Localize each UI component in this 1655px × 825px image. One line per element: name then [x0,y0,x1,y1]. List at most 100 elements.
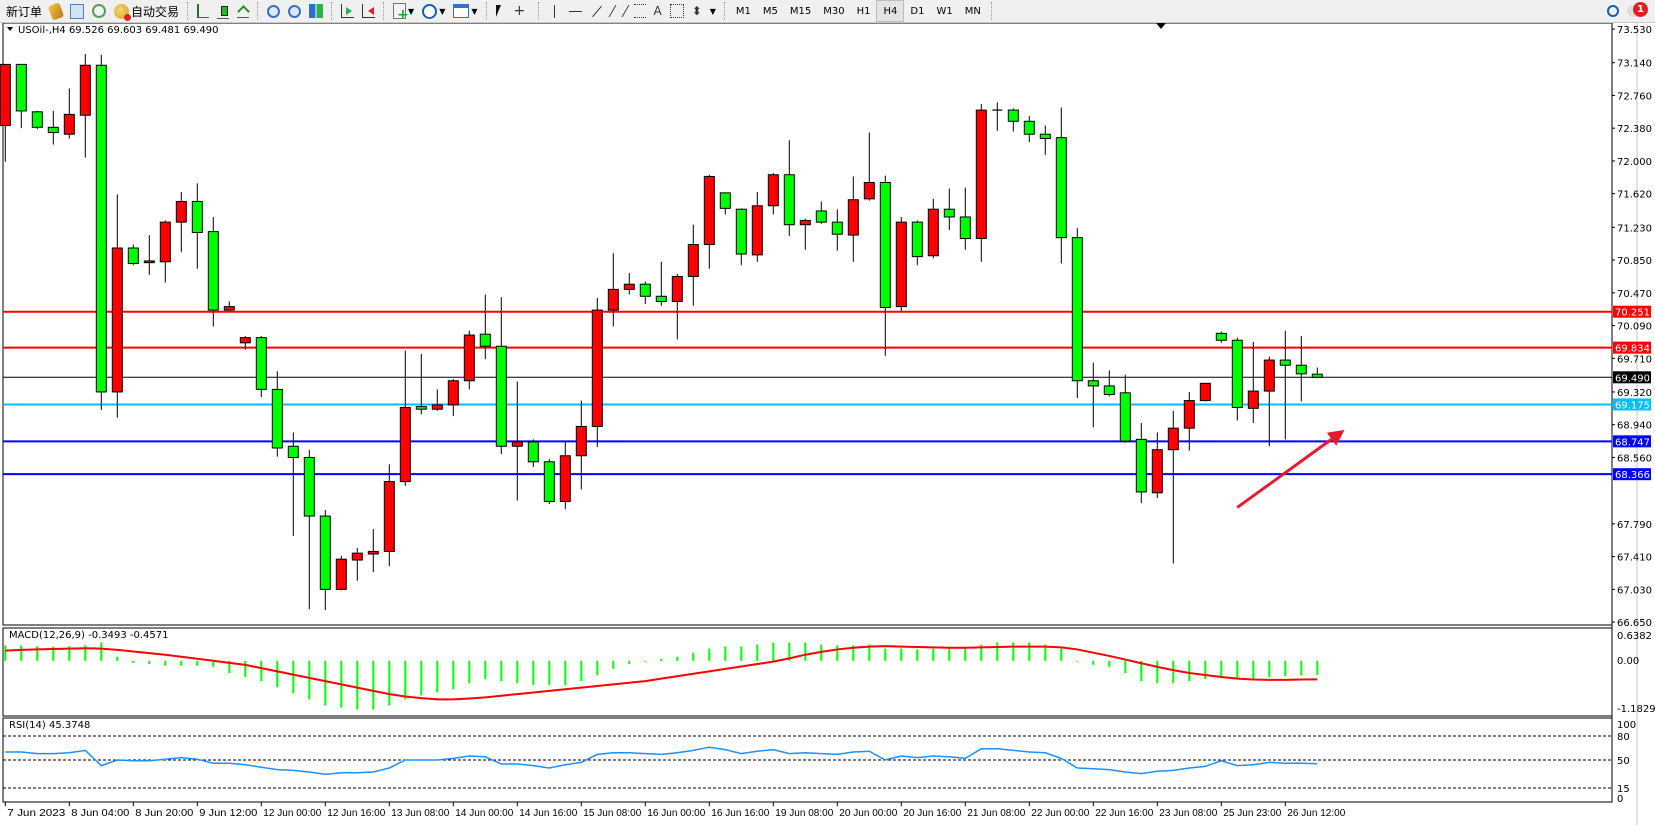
macd-pane[interactable] [2,627,1613,717]
trendline-button[interactable] [587,1,607,21]
candle-body [815,210,827,223]
candle [1199,382,1211,402]
time-tick-label: 20 Jun 00:00 [839,808,897,819]
horizontal-line-button[interactable] [566,1,585,21]
macd-histogram-bar [788,642,791,661]
macd-title: MACD(12,26,9) -0.3493 -0.4571 [9,630,169,641]
time-axis: 7 Jun 2023 8 Jun 04:00 8 Jun 20:00 9 Jun 12… [4,802,1346,819]
timeframe-h1[interactable]: H1 [856,5,871,17]
bar-chart-button[interactable] [194,1,212,21]
candle-body [831,221,843,235]
text-label-button[interactable] [667,1,687,21]
chevron-down-icon: ▼ [408,6,415,16]
macd-histogram-bar [580,660,583,682]
new-order-button[interactable]: 新订单 [1,1,45,21]
macd-histogram-bar [964,648,967,661]
candle [607,253,619,327]
candle [559,441,571,510]
candle [927,198,939,259]
annotation-arrow-shaft[interactable] [1236,438,1333,509]
macd-histogram-bar [1124,660,1127,673]
indicators-button[interactable]: + ▼ [390,1,417,22]
price-tick-label: 72.760 [1617,91,1652,102]
text-button[interactable]: A [651,1,665,21]
chart-shift-marker[interactable] [1156,23,1166,29]
price-tick-label: 70.090 [1617,322,1652,333]
candle [1295,335,1307,402]
fibonacci-button[interactable] [631,1,649,21]
auto-trading-button[interactable]: 自动交易 [111,1,182,21]
periods-button[interactable]: ▼ [419,1,448,21]
toolbar-separator [331,2,333,20]
zoom-in-button[interactable] [264,1,283,21]
timeframe-m30[interactable]: M30 [823,5,845,17]
candle [655,261,667,306]
timeframe-mn[interactable]: MN [964,5,981,17]
notifications-button[interactable]: 1 [1624,1,1654,21]
candle [1247,341,1259,423]
candle-body [95,64,107,393]
candle-body [1167,427,1179,451]
macd-histogram-bar [1156,660,1159,684]
timeframe-m1[interactable]: M1 [735,5,751,17]
candle [303,449,315,610]
macd-histogram-bar [948,648,951,661]
data-window-icon [70,3,85,19]
chevron-down-icon: ▼ [439,6,446,16]
main-pane[interactable] [2,22,1613,626]
macd-histogram-bar [1204,660,1207,680]
line-chart-icon [237,4,250,18]
toolbar: 新订单 自动交易 + ▼ ▼ ▼ + A ⬍ ▼ M1 M5 M15 M30 H1 H4 D1 W… [0,0,1655,23]
macd-histogram-bar [804,642,807,661]
candle-body [79,64,91,116]
toolbar-separator [187,2,189,20]
data-window-button[interactable] [67,1,87,21]
candle [511,381,523,501]
candle [847,176,859,262]
periods-icon [422,3,438,19]
candle [79,54,91,158]
line-chart-button[interactable] [234,1,252,21]
chart-shift-button[interactable] [338,1,357,21]
candle [463,330,475,390]
notification-badge: 1 [1633,2,1648,17]
candle-body [463,334,475,382]
equidistant-channel-button[interactable] [608,1,629,21]
auto-scroll-button[interactable] [359,1,378,21]
tile-windows-button[interactable] [306,1,326,21]
timeframe-h4[interactable]: H4 [876,0,905,22]
macd-histogram-bar [852,645,855,661]
candle [479,294,491,360]
templates-button[interactable]: ▼ [450,1,480,21]
candle [143,235,155,275]
candle [287,432,299,536]
market-watch-button[interactable] [47,1,65,21]
macd-histogram-bar [244,660,247,678]
macd-histogram-bar [324,660,327,706]
timeframe-w1[interactable]: W1 [936,5,953,17]
zoom-out-button[interactable] [285,1,304,21]
cursor-button[interactable] [493,1,509,21]
timeframe-m5[interactable]: M5 [762,5,778,17]
arrows-button[interactable]: ⬍ ▼ [689,1,719,21]
macd-histogram-bar [1236,660,1239,680]
chevron-down-icon: ▼ [709,6,716,16]
dropdown-triangle-icon[interactable] [7,27,13,31]
zoom-out-icon [288,4,302,18]
horizontal-line-icon [568,10,582,12]
signals-button[interactable] [89,1,109,21]
annotation-arrow-head[interactable] [1326,429,1345,446]
candlestick-button[interactable] [214,1,232,21]
crosshair-button[interactable]: + [511,1,533,21]
candle-body [1295,364,1307,375]
auto-trading-label: 自动交易 [131,4,180,19]
vertical-line-button[interactable] [545,1,564,21]
timeframe-d1[interactable]: D1 [910,5,925,17]
macd-histogram-bar [868,644,871,661]
macd-histogram-bar [372,660,375,710]
search-button[interactable] [1604,1,1622,21]
timeframe-m15[interactable]: M15 [789,5,812,17]
time-tick-label: 21 Jun 08:00 [967,808,1025,819]
price-level-tag [1613,398,1651,411]
